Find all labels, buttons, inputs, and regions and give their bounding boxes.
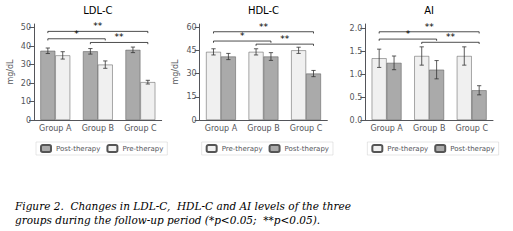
svg-text:30: 30	[186, 69, 196, 78]
svg-text:**: **	[425, 22, 435, 32]
svg-text:*: *	[74, 29, 79, 39]
svg-text:Post-therapy: Post-therapy	[285, 145, 329, 153]
svg-text:Post-therapy: Post-therapy	[56, 145, 100, 153]
svg-text:15: 15	[186, 92, 196, 101]
svg-text:Group A: Group A	[205, 124, 238, 133]
svg-text:50: 50	[21, 23, 31, 32]
svg-text:LDL-C: LDL-C	[83, 5, 112, 16]
svg-text:45: 45	[186, 46, 196, 55]
svg-text:1.5: 1.5	[350, 47, 363, 56]
svg-text:**: **	[115, 32, 125, 42]
svg-text:HDL-C: HDL-C	[248, 5, 279, 16]
svg-text:Pre-therapy: Pre-therapy	[122, 145, 163, 153]
svg-text:Group C: Group C	[290, 124, 323, 133]
svg-text:0: 0	[192, 116, 197, 125]
svg-text:mg/dL: mg/dL	[171, 59, 180, 85]
svg-text:2.0: 2.0	[350, 24, 363, 33]
svg-text:30: 30	[21, 60, 31, 69]
svg-text:mg/dL: mg/dL	[6, 59, 15, 85]
svg-text:Pre-therapy: Pre-therapy	[387, 145, 428, 153]
svg-text:**: **	[446, 32, 456, 42]
svg-text:20: 20	[21, 79, 31, 88]
svg-text:Group A: Group A	[370, 124, 403, 133]
svg-text:0.0: 0.0	[350, 116, 363, 125]
svg-text:1.0: 1.0	[350, 70, 363, 79]
svg-text:*: *	[240, 31, 245, 41]
svg-text:Group B: Group B	[413, 124, 445, 133]
svg-text:Group C: Group C	[124, 124, 157, 133]
svg-text:**: **	[93, 21, 103, 31]
svg-text:groups during the follow-up pe: groups during the follow-up period (*p<0…	[15, 214, 320, 226]
svg-text:Group B: Group B	[247, 124, 279, 133]
svg-text:Group A: Group A	[39, 124, 72, 133]
svg-text:10: 10	[21, 97, 31, 106]
svg-text:0: 0	[26, 116, 31, 125]
svg-text:*: *	[406, 29, 411, 39]
svg-text:Group B: Group B	[82, 124, 114, 133]
svg-text:Pre-therapy: Pre-therapy	[222, 145, 263, 153]
svg-text:AI: AI	[424, 5, 434, 16]
svg-text:Group C: Group C	[455, 124, 488, 133]
svg-text:Post-therapy: Post-therapy	[450, 145, 494, 153]
svg-text:0.5: 0.5	[350, 93, 363, 102]
svg-text:**: **	[280, 34, 290, 44]
svg-text:60: 60	[186, 23, 196, 32]
svg-text:Figure 2. Changes in LDL-C,: Figure 2. Changes in LDL-C, HDL-C and AI…	[14, 200, 351, 212]
svg-text:40: 40	[21, 42, 31, 51]
svg-text:**: **	[259, 22, 269, 32]
